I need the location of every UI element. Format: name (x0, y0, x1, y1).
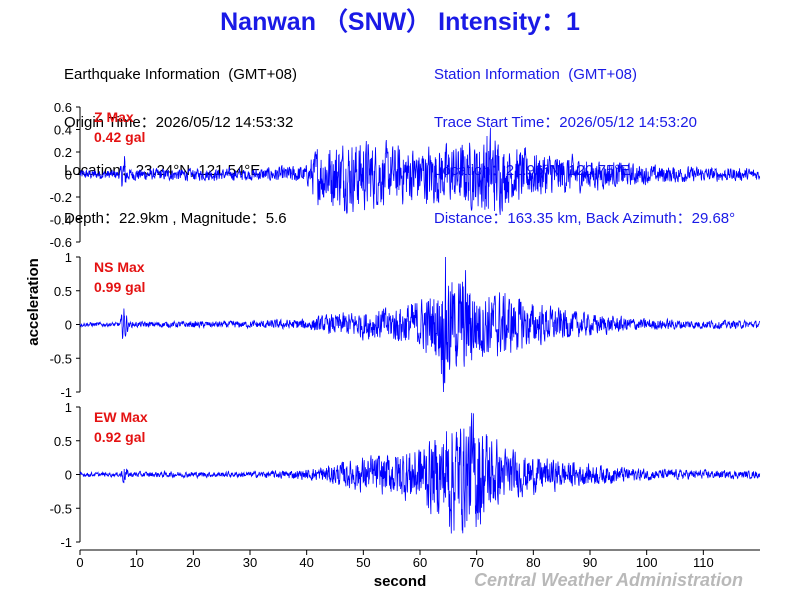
x-tick-label: 90 (583, 555, 597, 570)
earthquake-info-heading: Earthquake Information (GMT+08) (64, 66, 298, 83)
y-tick-label-ns: -1 (60, 385, 72, 400)
x-tick-label: 110 (693, 555, 714, 570)
x-tick-label: 10 (129, 555, 143, 570)
depth-magnitude: Depth：22.9km , Magnitude：5.6 (64, 210, 287, 227)
y-axis-label: acceleration (25, 258, 42, 346)
y-tick-label-z: -0.2 (50, 190, 72, 205)
station-distance: Distance：163.35 km, Back Azimuth：29.68° (434, 210, 736, 227)
trace-start-time: Trace Start Time：2026/05/12 14:53:20 (434, 114, 697, 131)
y-tick-label-z: 0.4 (54, 123, 72, 138)
y-tick-label-z: 0.2 (54, 145, 72, 160)
agency-credit: Central Weather Administration (474, 570, 744, 590)
waveform-ew (79, 412, 761, 534)
y-tick-label-z: -0.6 (50, 235, 72, 250)
x-tick-label: 70 (469, 555, 483, 570)
waveform-ns (79, 256, 761, 393)
y-tick-label-ns: 0 (65, 318, 72, 333)
x-tick-label: 50 (356, 555, 370, 570)
max-value-ew: 0.92 gal (94, 429, 145, 445)
max-value-z: 0.42 gal (94, 129, 145, 145)
y-tick-label-ew: -1 (60, 535, 72, 550)
max-label-z: Z Max (94, 109, 134, 125)
station-info-heading: Station Information (GMT+08) (434, 66, 637, 83)
y-tick-label-ew: 0.5 (54, 434, 72, 449)
chart-title: Nanwan （SNW） Intensity：1 (220, 8, 580, 36)
x-tick-label: 30 (243, 555, 257, 570)
x-tick-label: 80 (526, 555, 540, 570)
y-tick-label-z: 0.6 (54, 100, 72, 115)
y-tick-label-ns: 1 (65, 250, 72, 265)
y-tick-label-ew: -0.5 (50, 501, 72, 516)
y-tick-label-z: 0 (65, 168, 72, 183)
y-tick-label-z: -0.4 (50, 213, 72, 228)
y-tick-label-ns: -0.5 (50, 351, 72, 366)
y-tick-label-ew: 1 (65, 400, 72, 415)
origin-time: Origin Time：2026/05/12 14:53:32 (64, 114, 294, 131)
x-tick-label: 20 (186, 555, 200, 570)
max-label-ew: EW Max (94, 409, 148, 425)
x-tick-label: 100 (636, 555, 658, 570)
x-tick-label: 60 (413, 555, 427, 570)
x-axis-label: second (374, 573, 427, 590)
waveform-z (79, 127, 761, 215)
max-value-ns: 0.99 gal (94, 279, 145, 295)
x-tick-label: 0 (76, 555, 83, 570)
earthquake-info: Earthquake Information (GMT+08) Origin T… (64, 35, 297, 243)
max-label-ns: NS Max (94, 259, 145, 275)
x-tick-label: 40 (299, 555, 313, 570)
y-tick-label-ns: 0.5 (54, 284, 72, 299)
y-tick-label-ew: 0 (65, 468, 72, 483)
